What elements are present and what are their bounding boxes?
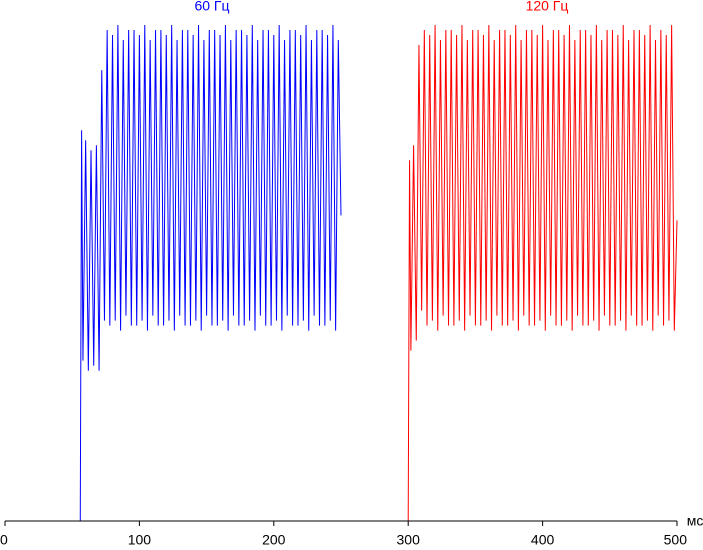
x-tick-label: 100 [128,532,152,548]
x-tick-label: 300 [397,532,421,548]
x-axis-label: мс [687,513,703,529]
x-tick-label: 400 [531,532,555,548]
data-line [5,25,342,522]
data-line [341,25,678,522]
x-tick-label: 200 [262,532,286,548]
series-label: 120 Гц [526,0,569,14]
x-tick-label: 500 [664,532,688,548]
series-label: 60 Гц [194,0,229,14]
x-tick-label: 0 [0,532,8,548]
